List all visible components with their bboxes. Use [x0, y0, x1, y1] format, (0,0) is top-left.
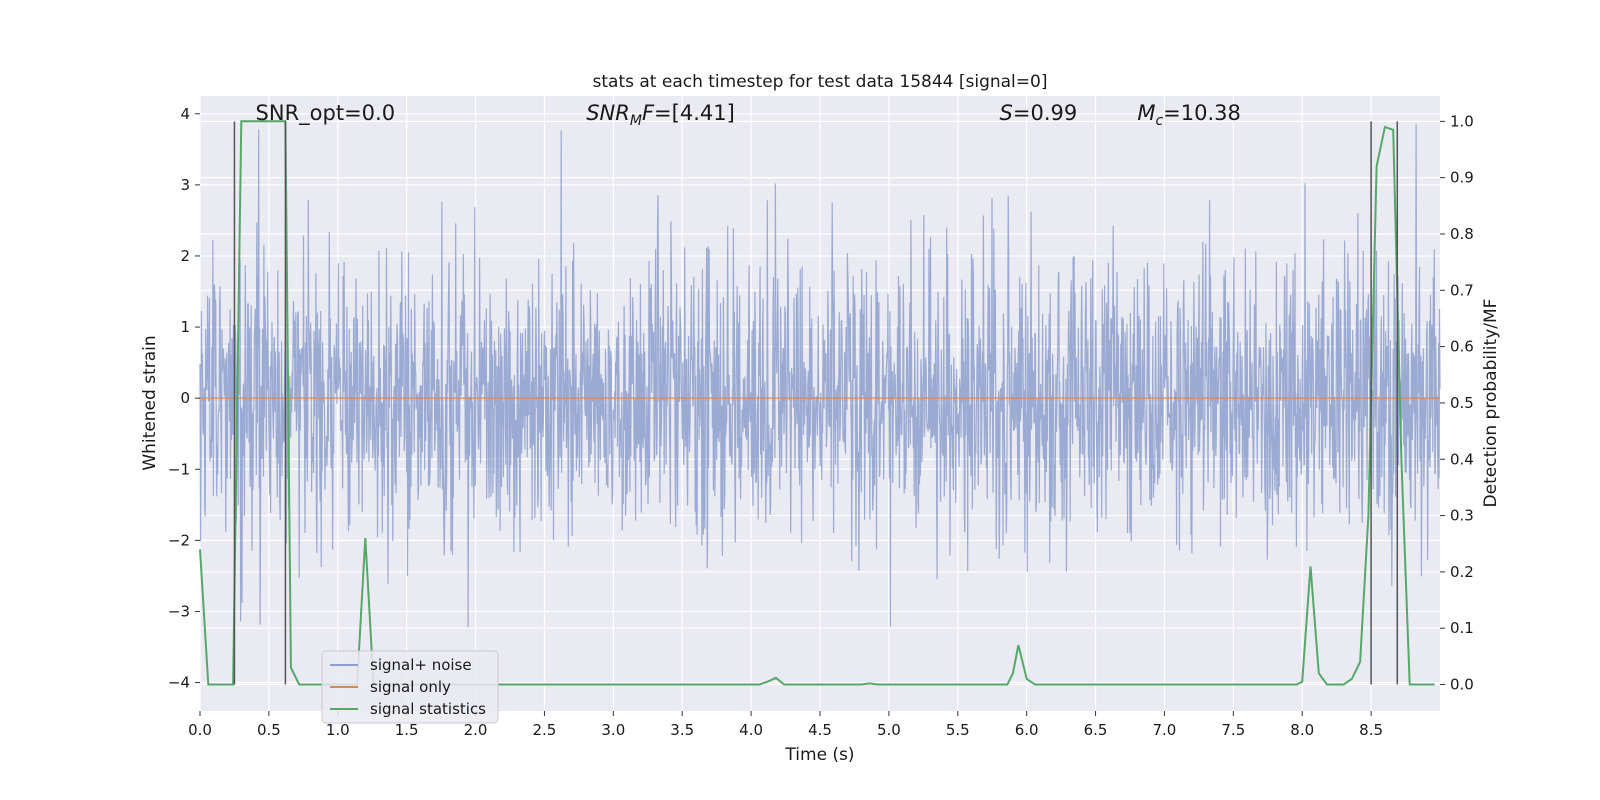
- x-tick-label: 6.0: [1015, 721, 1039, 739]
- y-right-tick-label: 0.5: [1450, 394, 1474, 412]
- y-tick-label: 3: [180, 176, 190, 194]
- y-right-tick-label: 1.0: [1450, 112, 1474, 130]
- x-tick-label: 2.5: [533, 721, 557, 739]
- x-tick-label: 4.0: [739, 721, 763, 739]
- y-tick-label: 0: [180, 389, 190, 407]
- x-tick-label: 3.5: [670, 721, 694, 739]
- y-right-tick-label: 0.3: [1450, 507, 1474, 525]
- legend-entry: signal only: [370, 678, 451, 696]
- y-right-tick-label: 0.1: [1450, 619, 1474, 637]
- y-right-tick-label: 0.6: [1450, 338, 1474, 356]
- y-tick-label: −2: [168, 531, 190, 549]
- legend-entry: signal statistics: [370, 700, 486, 718]
- x-tick-label: 5.5: [946, 721, 970, 739]
- noise-series: [199, 124, 1441, 628]
- x-tick-label: 0.0: [188, 721, 212, 739]
- y-tick-label: 4: [180, 105, 190, 123]
- x-tick-label: 8.0: [1290, 721, 1314, 739]
- annotation-1: SNR_opt=0.0: [256, 101, 396, 126]
- x-tick-label: 1.0: [326, 721, 350, 739]
- x-tick-label: 0.5: [257, 721, 281, 739]
- y-tick-label: −1: [168, 460, 190, 478]
- x-tick-label: 3.0: [601, 721, 625, 739]
- x-tick-label: 5.0: [877, 721, 901, 739]
- annotation-3: S=0.99: [1000, 101, 1078, 125]
- y-right-tick-label: 0.9: [1450, 169, 1474, 187]
- y-axis-label: Whitened strain: [140, 335, 160, 470]
- annotation-2: SNRMF=[4.41]: [586, 101, 735, 129]
- annotation-4: Mc=10.38: [1137, 101, 1241, 129]
- annotations: SNR_opt=0.0 SNRMF=[4.41] S=0.99 Mc=10.38: [256, 101, 1241, 129]
- y-right-tick-label: 0.0: [1450, 676, 1474, 694]
- y-tick-label: 2: [180, 247, 190, 265]
- legend: signal+ noise signal only signal statistic…: [321, 650, 499, 724]
- legend-entry: signal+ noise: [370, 656, 472, 674]
- signal-statistics-line: [199, 120, 1435, 686]
- series-group: [199, 120, 1440, 686]
- y-tick-label: −3: [168, 602, 190, 620]
- y-axis-right-label: Detection probability/MF: [1481, 299, 1501, 508]
- ticks: 0.0 0.5 1.0 1.5 2.0 2.5 3.0 3.5 4.0 4.5 5.0 5.5 6.0 6…: [168, 105, 1474, 739]
- y-right-tick-label: 0.8: [1450, 225, 1474, 243]
- y-right-tick-label: 0.2: [1450, 563, 1474, 581]
- legend-box: [321, 650, 499, 724]
- signal-noise-line: [199, 124, 1441, 628]
- x-tick-label: 4.5: [808, 721, 832, 739]
- chart-title: stats at each timestep for test data 158…: [593, 72, 1048, 92]
- y-tick-label: −4: [168, 674, 190, 692]
- x-tick-label: 1.5: [395, 721, 419, 739]
- x-tick-label: 6.5: [1084, 721, 1108, 739]
- x-axis-label: Time (s): [784, 745, 854, 765]
- y-right-tick-label: 0.7: [1450, 281, 1474, 299]
- vertical-lines: [233, 121, 1399, 685]
- x-tick-label: 7.5: [1221, 721, 1245, 739]
- x-tick-label: 2.0: [464, 721, 488, 739]
- y-right-tick-label: 0.4: [1450, 450, 1474, 468]
- x-tick-label: 7.0: [1153, 721, 1177, 739]
- x-tick-label: 8.5: [1359, 721, 1383, 739]
- y-tick-label: 1: [180, 318, 190, 336]
